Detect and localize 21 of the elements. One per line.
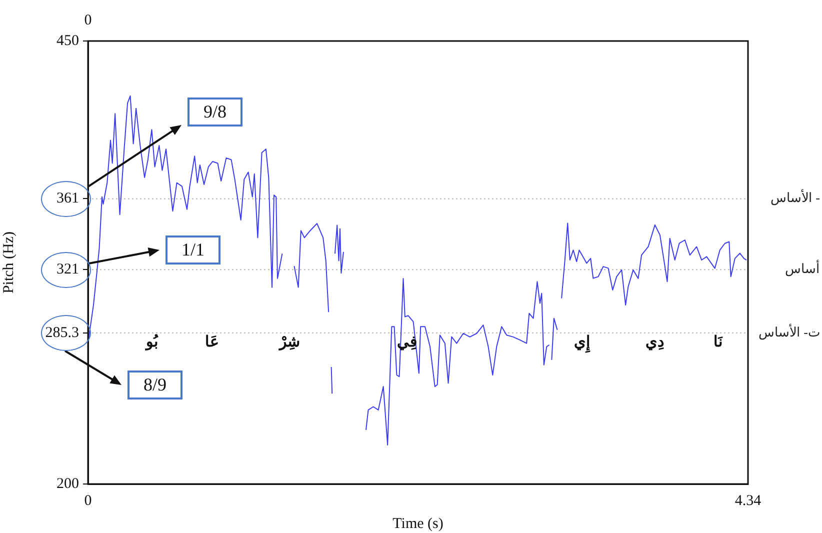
annotation: شِرْ: [280, 334, 300, 352]
x-axis-title: Time (s): [392, 516, 444, 532]
y-tick-label: 450: [56, 32, 79, 49]
y-tick-label: 200: [56, 476, 79, 492]
text: 0: [84, 12, 92, 30]
annotation: دِي: [646, 334, 664, 352]
ref-line-label: أساس: [785, 260, 820, 278]
annotation: بُو: [146, 333, 158, 352]
annotation: إِي: [574, 334, 590, 352]
annotation: نَا: [714, 334, 722, 352]
y-tick-label: 321: [56, 262, 79, 278]
annotation: 8/9: [127, 370, 183, 400]
y-tick-label: 285.3: [45, 324, 79, 341]
y-tick-label: 361: [56, 190, 79, 207]
y-axis-title: Pitch (Hz): [0, 231, 17, 294]
annotation: عَا: [205, 334, 219, 352]
ref-line-label: ت- الأساس: [758, 323, 820, 340]
annotation: 1/1: [165, 236, 221, 264]
annotation: 9/8: [187, 98, 243, 126]
ref-line-label: - الأساس: [770, 189, 820, 206]
x-tick-label: 4.34: [734, 492, 762, 509]
